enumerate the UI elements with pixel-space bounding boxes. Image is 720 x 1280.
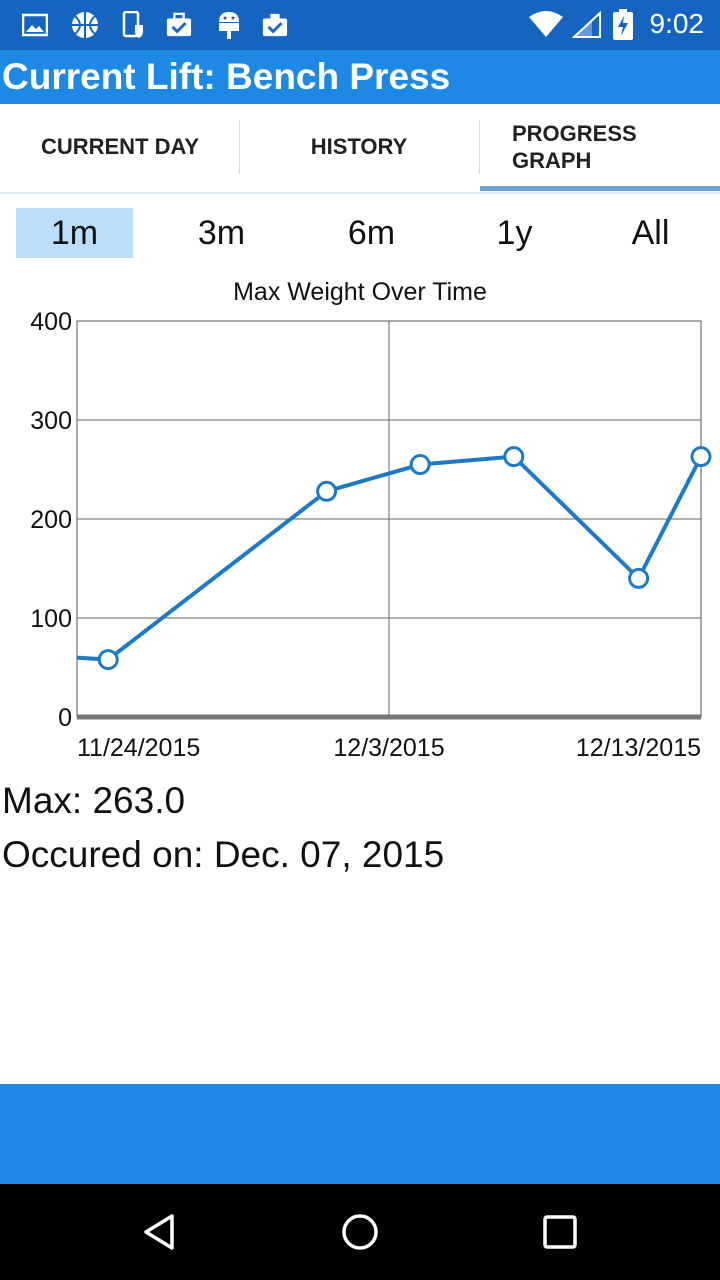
- phone-shield-icon: [120, 11, 146, 38]
- status-time: 9:02: [649, 8, 705, 39]
- max-value-text: Max: 263.0: [2, 780, 186, 821]
- page-title: Current Lift: Bench Press: [2, 56, 451, 97]
- tab-current-day[interactable]: CURRENT DAY: [40, 134, 200, 159]
- bottom-banner: [0, 1084, 720, 1184]
- data-point: [503, 446, 525, 468]
- tab-history[interactable]: HISTORY: [310, 134, 408, 159]
- x-tick-label: 11/24/2015: [77, 734, 200, 762]
- range-1m-button[interactable]: 1m: [16, 208, 133, 258]
- y-tick-label: 0: [58, 704, 72, 732]
- recents-icon[interactable]: [530, 1202, 590, 1262]
- y-tick-label: 100: [30, 605, 72, 633]
- y-tick-label: 300: [30, 407, 72, 435]
- battery-charging-icon: [612, 9, 634, 41]
- range-selector: 1m 3m 6m 1y All: [0, 205, 720, 261]
- data-point: [316, 480, 338, 502]
- signal-icon: [572, 11, 602, 38]
- x-tick-label: 12/3/2015: [333, 734, 444, 762]
- basketball-icon: [70, 10, 100, 40]
- tab-divider: [479, 120, 480, 174]
- range-3m-button[interactable]: 3m: [197, 213, 246, 252]
- data-point: [97, 649, 119, 671]
- data-point: [409, 454, 431, 476]
- image-icon: [22, 12, 48, 38]
- briefcase-check-icon: [166, 12, 192, 38]
- y-tick-label: 400: [30, 308, 72, 336]
- clipboard-check-icon: [262, 12, 288, 38]
- android-icon: [216, 12, 242, 39]
- wifi-icon: [528, 11, 564, 38]
- range-all-button[interactable]: All: [631, 213, 670, 252]
- back-icon[interactable]: [130, 1202, 190, 1262]
- range-6m-button[interactable]: 6m: [347, 213, 396, 252]
- max-weight-chart: Max Weight Over Time 0 100 200 300 400 11/24…: [30, 278, 712, 762]
- status-bar: 9:02: [0, 0, 720, 50]
- y-tick-label: 200: [30, 506, 72, 534]
- data-point: [628, 567, 650, 589]
- data-point: [690, 446, 712, 468]
- tab-divider: [239, 120, 240, 174]
- x-tick-label: 12/13/2015: [576, 734, 701, 762]
- app-bar: Current Lift: Bench Press: [0, 50, 720, 104]
- tab-selected-indicator: [480, 186, 720, 191]
- chart-title: Max Weight Over Time: [233, 278, 487, 306]
- range-1y-button[interactable]: 1y: [496, 213, 533, 252]
- navigation-bar: [0, 1184, 720, 1280]
- tab-bar: CURRENT DAY HISTORY PROGRESS GRAPH: [0, 104, 720, 194]
- max-date-text: Occured on: Dec. 07, 2015: [2, 834, 445, 875]
- home-icon[interactable]: [330, 1202, 390, 1262]
- tab-progress-graph[interactable]: PROGRESS GRAPH: [480, 104, 720, 190]
- tab-progress-graph-label: PROGRESS GRAPH: [512, 121, 637, 173]
